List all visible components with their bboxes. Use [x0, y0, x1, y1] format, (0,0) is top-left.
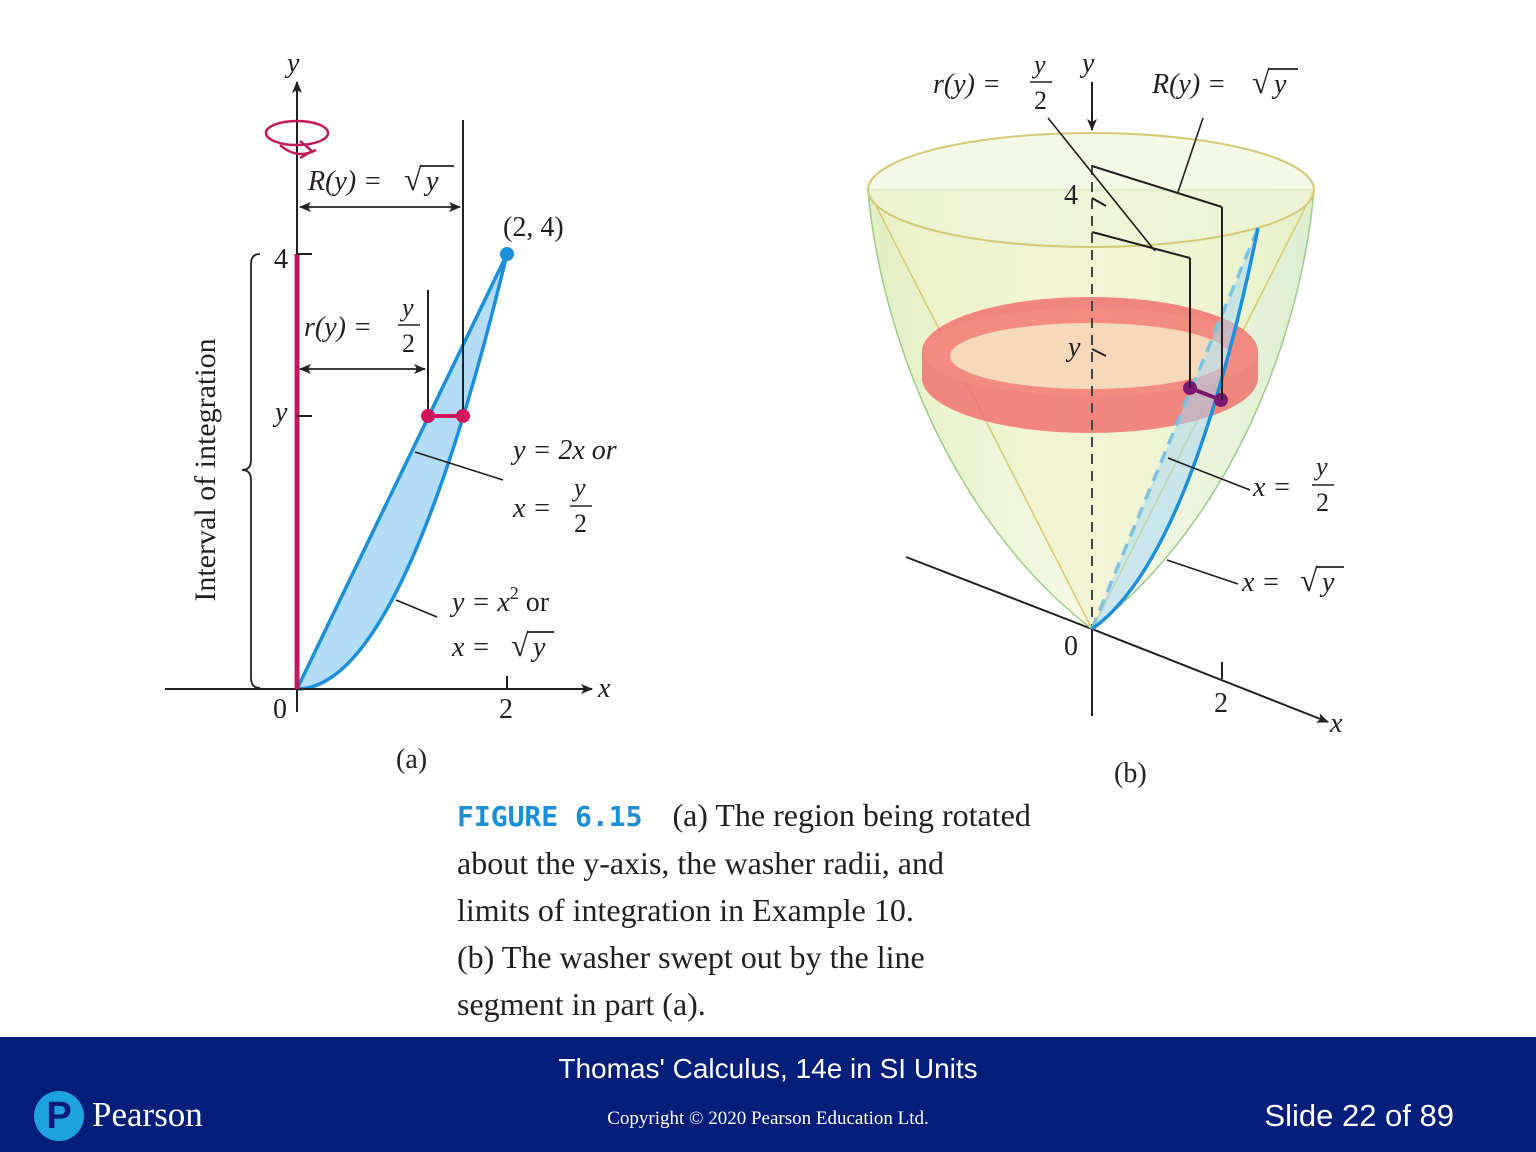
svg-text:2: 2: [1034, 86, 1047, 115]
svg-text:R(y) =: R(y) =: [307, 166, 382, 197]
pearson-logo-icon: P: [34, 1091, 84, 1141]
svg-text:y: y: [1319, 567, 1335, 598]
copyright-notice: Copyright © 2020 Pearson Education Ltd.: [607, 1108, 929, 1129]
svg-text:√: √: [1300, 562, 1318, 598]
caption-line-4: (b) The washer swept out by the line: [457, 939, 925, 975]
y-tick-label-y-a: y: [272, 397, 288, 428]
svg-text:y: y: [1271, 69, 1287, 100]
svg-text:y: y: [399, 293, 414, 322]
x-tick-label-2-b: 2: [1214, 688, 1228, 719]
svg-text:y: y: [530, 632, 546, 663]
figure-6-15: y x 0 2 4 y (2, 4) R(y) = √ y r(y) = y 2…: [165, 48, 1344, 789]
svg-text:x =: x =: [1252, 472, 1291, 503]
y-tick-label-4-b: 4: [1064, 180, 1078, 211]
y-axis-label-b: y: [1079, 48, 1095, 79]
curve-x-sqrt-y-b: [1090, 227, 1260, 631]
panel-b: y x 0 2 4 y r(y) = y 2 R(y) = √ y x = y …: [867, 48, 1344, 789]
figure-caption: FIGURE 6.15 (a) The region being rotated …: [457, 792, 1097, 1028]
svg-text:R(y) =: R(y) =: [1151, 69, 1226, 100]
r-label-a: r(y) = y 2: [304, 293, 420, 358]
svg-text:√: √: [511, 627, 529, 663]
x-axis-label-b: x: [1329, 708, 1343, 739]
r-leader-b: [1047, 117, 1156, 252]
line-label-leader: [414, 451, 504, 481]
figure-label: FIGURE 6.15: [457, 800, 643, 833]
line-label-a: y = 2x or x = y 2: [510, 435, 617, 538]
curve-y-x2: [296, 253, 509, 691]
segment-inner-point: [421, 409, 435, 423]
line-leader-b: [1167, 457, 1251, 491]
line-x-y2-b: [1090, 227, 1260, 630]
curve-label-b: x = √ y: [1241, 562, 1344, 598]
curve-leader-b: [1166, 559, 1239, 585]
interval-brace: [241, 253, 261, 689]
svg-text:y: y: [1313, 452, 1328, 481]
svg-text:2: 2: [574, 509, 587, 538]
line-label-b: x = y 2: [1252, 452, 1334, 517]
svg-text:x =: x =: [451, 632, 490, 663]
R-bracket-top: [1091, 165, 1223, 208]
point-label: (2, 4): [503, 212, 564, 243]
caption-line-5: segment in part (a).: [457, 986, 706, 1022]
x-axis-b-back: [905, 556, 1093, 630]
y-tick-label-4-a: 4: [274, 244, 288, 275]
svg-text:y = 2x or: y = 2x or: [510, 435, 617, 466]
r-bracket-top: [1091, 231, 1191, 259]
x-axis-label-a: x: [597, 673, 611, 704]
origin-label-a: 0: [273, 694, 287, 725]
x-tick-label-2-a: 2: [499, 694, 513, 725]
y-tick-label-y-b: y: [1065, 332, 1081, 363]
caption-line-2: about the y-axis, the washer radii, and: [457, 845, 944, 881]
origin-label-b: 0: [1064, 631, 1078, 662]
r-label-b: r(y) = y 2: [933, 50, 1052, 115]
rotation-arrow-icon: [264, 119, 330, 160]
svg-text:2: 2: [402, 329, 415, 358]
svg-text:y: y: [571, 473, 586, 502]
washer-ring: [922, 297, 1258, 433]
interval-label: Interval of integration: [189, 338, 222, 601]
y-tick-4-b: [1091, 197, 1107, 207]
caption-line-3: limits of integration in Example 10.: [457, 892, 914, 928]
svg-text:x =: x =: [512, 493, 551, 524]
slide-number: Slide 22 of 89: [1264, 1098, 1454, 1133]
part-label-a: (a): [396, 744, 427, 775]
y-axis-label-a: y: [284, 48, 300, 79]
curve-label-leader: [395, 599, 438, 618]
R-label-b: R(y) = √ y: [1151, 64, 1298, 100]
book-title: Thomas' Calculus, 14e in SI Units: [558, 1053, 978, 1084]
segment-outer-point: [456, 409, 470, 423]
svg-text:√: √: [404, 161, 422, 197]
y-tick-y-b: [1091, 348, 1107, 357]
panel-a: y x 0 2 4 y (2, 4) R(y) = √ y r(y) = y 2…: [165, 48, 617, 775]
curve-label-a: y = x2 or x = √ y: [449, 583, 554, 663]
part-label-b: (b): [1114, 758, 1147, 789]
svg-text:y: y: [1031, 50, 1046, 79]
svg-text:x =: x =: [1241, 567, 1280, 598]
pearson-wordmark: Pearson: [92, 1095, 203, 1134]
x-axis-b: [1091, 628, 1329, 723]
svg-text:√: √: [1252, 64, 1270, 100]
point-2-4: [500, 247, 514, 261]
R-leader-b: [1177, 117, 1204, 193]
R-label-a: R(y) = √ y: [307, 161, 454, 197]
svg-text:y = x2 or: y = x2 or: [449, 583, 550, 618]
svg-text:2: 2: [1316, 488, 1329, 517]
svg-text:r(y) =: r(y) =: [933, 69, 1001, 100]
line-y-2x: [295, 253, 509, 690]
caption-line-1: (a) The region being rotated: [672, 797, 1031, 833]
svg-text:r(y) =: r(y) =: [304, 312, 372, 343]
slide-footer: Thomas' Calculus, 14e in SI Units Copyri…: [0, 1037, 1536, 1152]
svg-text:y: y: [423, 166, 439, 197]
